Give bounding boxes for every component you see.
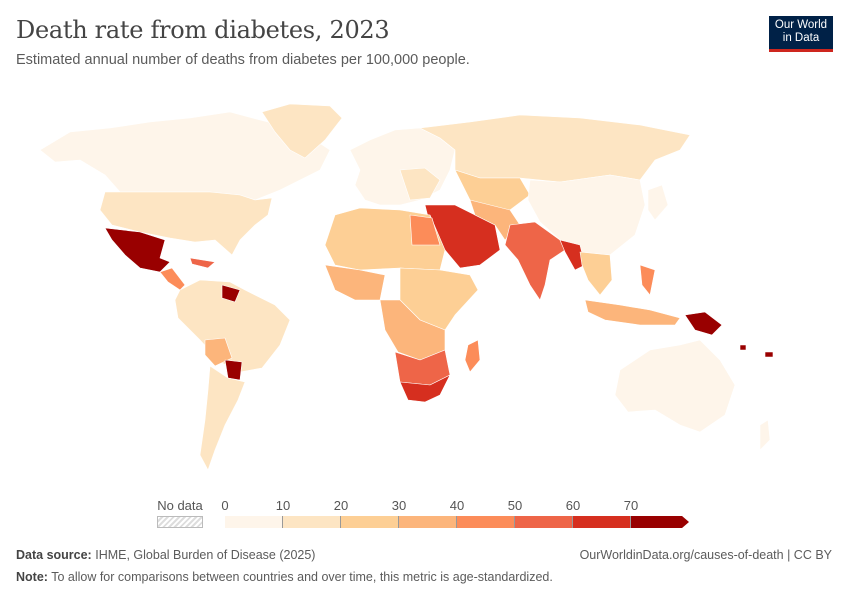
- region-south-africa: [399, 374, 451, 403]
- region-eastern-europe: [399, 167, 441, 201]
- source-url[interactable]: OurWorldinData.org/causes-of-death | CC …: [579, 548, 832, 562]
- legend-no-data-swatch[interactable]: [157, 516, 203, 528]
- region-paraguay: [224, 359, 243, 381]
- source-text[interactable]: IHME, Global Burden of Disease (2025): [95, 548, 316, 562]
- map-legend: No data 0 10 20 30 40 50 60 70: [150, 496, 710, 536]
- region-pacific-islands: [739, 344, 774, 358]
- region-korea-japan: [647, 184, 669, 221]
- region-southern-cone: [199, 365, 246, 471]
- region-egypt: [409, 214, 441, 246]
- legend-tick: 50: [507, 498, 523, 513]
- note-text: To allow for comparisons between countri…: [51, 570, 553, 584]
- source-label: Data source:: [16, 548, 92, 562]
- logo-line-2: in Data: [782, 32, 820, 44]
- legend-bin-60-70[interactable]: [573, 516, 631, 528]
- legend-bin-50-60[interactable]: [515, 516, 573, 528]
- region-caribbean: [189, 257, 216, 269]
- region-iran-afgh: [469, 199, 521, 241]
- region-mexico: [104, 227, 171, 273]
- region-usa: [99, 191, 273, 256]
- note-label: Note:: [16, 570, 48, 584]
- legend-tick: 10: [275, 498, 291, 513]
- logo-line-1: Our World: [774, 19, 828, 31]
- legend-tick: 70: [623, 498, 639, 513]
- legend-tick: 60: [565, 498, 581, 513]
- legend-bin-40-50[interactable]: [457, 516, 515, 528]
- region-central-america: [159, 267, 186, 291]
- region-philippines: [639, 264, 656, 296]
- region-europe: [349, 127, 456, 206]
- region-canada-alaska: [39, 111, 331, 201]
- region-indonesia: [584, 299, 681, 326]
- region-australia: [614, 339, 736, 433]
- region-guyana: [221, 284, 241, 303]
- page-subtitle: Estimated annual number of deaths from d…: [16, 52, 470, 68]
- owid-logo[interactable]: Our World in Data: [769, 16, 833, 52]
- region-myanmar-bangladesh: [559, 239, 586, 271]
- region-south-america-north: [174, 279, 291, 373]
- legend-bin-0-10[interactable]: [225, 516, 283, 528]
- region-greenland: [261, 103, 343, 159]
- legend-tick: 40: [449, 498, 465, 513]
- legend-tick: 30: [391, 498, 407, 513]
- legend-no-data-label: No data: [157, 498, 203, 513]
- note: Note: To allow for comparisons between c…: [16, 570, 553, 584]
- region-southeast-asia: [579, 251, 613, 296]
- legend-bin-10-20[interactable]: [283, 516, 341, 528]
- region-madagascar: [464, 339, 481, 373]
- page-title: Death rate from diabetes, 2023: [16, 16, 390, 44]
- region-west-africa: [324, 264, 386, 301]
- data-source: Data source: IHME, Global Burden of Dise…: [16, 548, 315, 562]
- legend-bin-70+[interactable]: [631, 516, 689, 528]
- region-india: [504, 221, 566, 301]
- region-china: [527, 174, 646, 256]
- legend-tick: 0: [221, 498, 229, 513]
- region-bolivia: [204, 337, 233, 367]
- world-map[interactable]: [0, 90, 850, 490]
- legend-bin-30-40[interactable]: [399, 516, 457, 528]
- legend-bin-20-30[interactable]: [341, 516, 399, 528]
- region-png: [684, 311, 723, 336]
- legend-tick: 20: [333, 498, 349, 513]
- region-new-zealand: [759, 419, 771, 451]
